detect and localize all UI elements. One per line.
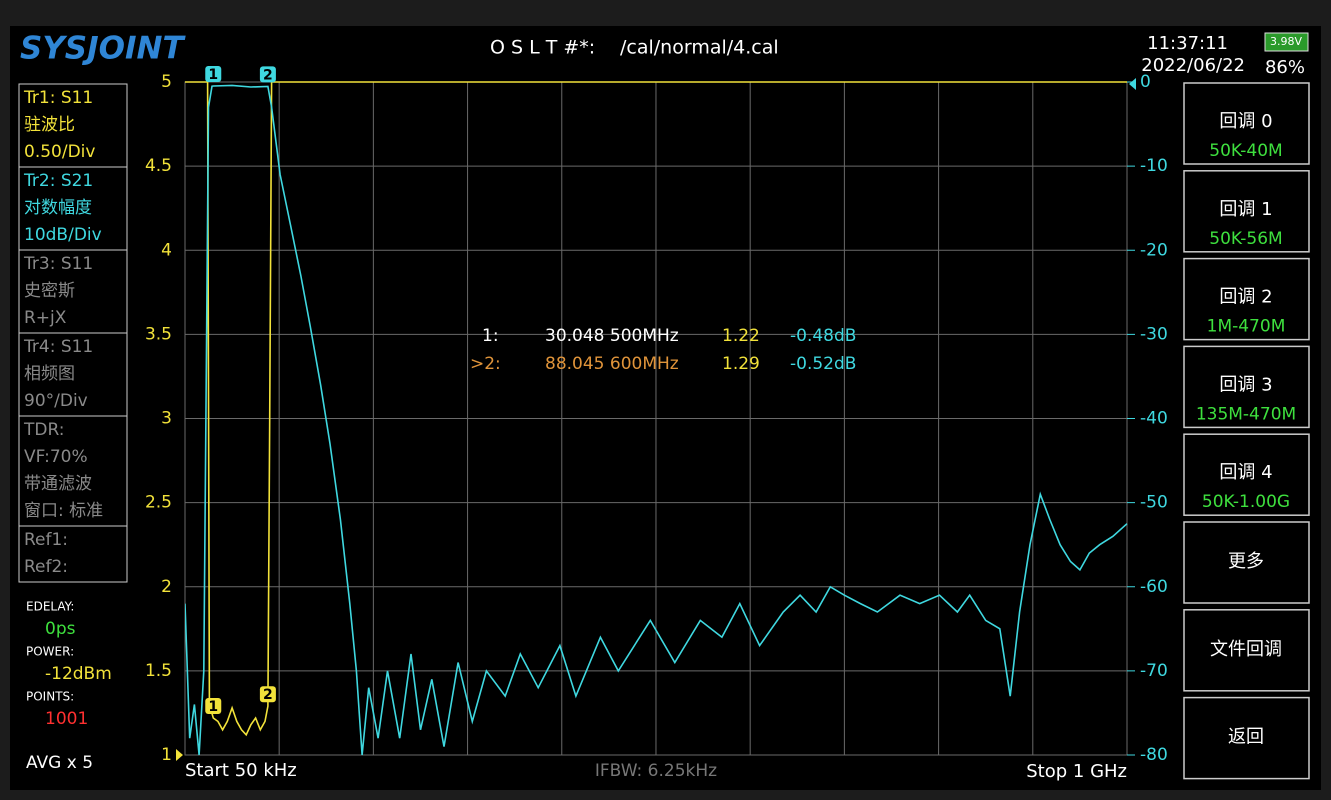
- clock: 11:37:11: [1147, 33, 1228, 54]
- menu-sub: 1M-470M: [1207, 317, 1286, 337]
- menu-button[interactable]: [1183, 170, 1310, 253]
- y-tick-label: 1.5: [145, 661, 172, 681]
- menu-title: 回调 4: [1219, 462, 1272, 483]
- trace-line: [185, 84, 1128, 756]
- status-label: POINTS:: [26, 690, 74, 704]
- y-tick-label: 3: [161, 409, 172, 429]
- menu-title: 文件回调: [1210, 639, 1282, 660]
- y2-tick-label: -20: [1140, 240, 1168, 260]
- trace-box: [18, 525, 128, 583]
- menu-title: 回调 1: [1219, 199, 1272, 220]
- status-label: POWER:: [26, 645, 74, 659]
- traces: [185, 81, 1128, 756]
- status-value: 1001: [45, 709, 88, 729]
- marker-flag-label: 1: [208, 699, 218, 715]
- y-tick-label: 1: [161, 745, 172, 765]
- trace-info: Ref2:: [24, 557, 68, 577]
- avg: AVG x 5: [26, 753, 93, 773]
- menu-title: 回调 2: [1219, 287, 1272, 308]
- marker-prefix: 1:: [482, 326, 499, 346]
- date: 2022/06/22: [1141, 55, 1245, 76]
- status-label: EDELAY:: [26, 600, 74, 614]
- marker-freq: 30.048 500MHz: [545, 326, 679, 346]
- marker-prefix: >2:: [470, 354, 501, 374]
- menu-button[interactable]: [1183, 433, 1310, 516]
- menu-sub: 135M-470M: [1196, 404, 1296, 424]
- marker-flag: [205, 66, 222, 83]
- cal-label: O S L T #*:: [490, 37, 595, 59]
- marker-flag: [259, 686, 276, 703]
- trace-info: Tr2: S21: [23, 171, 93, 191]
- y-tick-label: 4.5: [145, 156, 172, 176]
- marker-freq: 88.045 600MHz: [545, 354, 679, 374]
- marker-flag: [259, 66, 276, 83]
- ifbw: IFBW: 6.25kHz: [595, 761, 717, 781]
- menu-sub: 50K-40M: [1209, 141, 1282, 161]
- x-stop: Stop 1 GHz: [1026, 761, 1127, 782]
- y2-tick-label: -40: [1140, 409, 1168, 429]
- trace-info: 驻波比: [24, 115, 75, 135]
- marker-flag: [205, 697, 222, 714]
- menu-button[interactable]: [1183, 696, 1310, 780]
- battery: [1264, 32, 1309, 52]
- menu-sub: 50K-1.00G: [1202, 492, 1290, 512]
- ref-arrow: [1129, 78, 1136, 90]
- y2-tick-label: -80: [1140, 745, 1168, 765]
- y-tick-label: 2: [161, 577, 172, 597]
- y2-tick-label: -30: [1140, 324, 1168, 344]
- marker-flag-label: 1: [208, 67, 218, 83]
- trace-info: Tr4: S11: [23, 337, 93, 357]
- menu-title: 回调 3: [1219, 374, 1272, 395]
- y-tick-label: 2.5: [145, 493, 172, 513]
- trace-info: 90°/Div: [24, 391, 88, 411]
- trace-info: TDR:: [23, 420, 65, 440]
- trace-info: R+jX: [24, 308, 67, 328]
- marker-s21: -0.52dB: [790, 354, 856, 374]
- menu-title: 回调 0: [1219, 111, 1272, 132]
- y2-tick-label: 0: [1140, 72, 1151, 92]
- marker-flag-label: 2: [263, 687, 273, 703]
- display: [10, 26, 1321, 790]
- menu-sub: 50K-56M: [1209, 229, 1282, 249]
- marker-swr: 1.29: [722, 354, 760, 374]
- y2-tick-label: -50: [1140, 493, 1168, 513]
- trace-info: 对数幅度: [24, 198, 92, 218]
- trace-info: 相频图: [24, 364, 75, 384]
- trace-info: 史密斯: [24, 281, 75, 301]
- trace-info: 0.50/Div: [24, 142, 95, 162]
- menu-button[interactable]: [1183, 82, 1310, 165]
- y2-tick-label: -70: [1140, 661, 1168, 681]
- trace-info: Tr1: S11: [23, 88, 93, 108]
- x-start: Start 50 kHz: [185, 760, 297, 781]
- trace-line: [185, 81, 1127, 737]
- marker-swr: 1.22: [722, 326, 760, 346]
- trace-info: 带通滤波: [24, 474, 92, 494]
- status-value: 0ps: [45, 619, 76, 639]
- trace-info: Tr3: S11: [23, 254, 93, 274]
- trace-info: VF:70%: [24, 447, 88, 467]
- marker-flag-label: 2: [263, 67, 273, 83]
- menu-button[interactable]: [1183, 521, 1310, 604]
- menu-button[interactable]: [1183, 257, 1310, 341]
- battery-voltage: 3.98V: [1270, 35, 1302, 48]
- y-tick-label: 4: [161, 240, 172, 260]
- y-tick-label: 5: [161, 72, 172, 92]
- trace-info: Ref1:: [24, 530, 68, 550]
- battery-percent: 86%: [1265, 57, 1305, 78]
- menu-button[interactable]: [1183, 345, 1310, 429]
- cal-file: /cal/normal/4.cal: [620, 37, 779, 59]
- logo: SYSJOINT: [20, 31, 186, 67]
- y-tick-label: 3.5: [145, 324, 172, 344]
- menu-button[interactable]: [1183, 609, 1310, 692]
- y2-tick-label: -60: [1140, 577, 1168, 597]
- menu-title: 更多: [1228, 551, 1264, 572]
- marker-s21: -0.48dB: [790, 326, 856, 346]
- y2-tick-label: -10: [1140, 156, 1168, 176]
- status-value: -12dBm: [45, 664, 112, 684]
- trace-info: 窗口: 标准: [24, 501, 103, 521]
- menu-title: 返回: [1228, 727, 1264, 748]
- trace-info: 10dB/Div: [24, 225, 102, 245]
- ref-arrow: [176, 749, 183, 761]
